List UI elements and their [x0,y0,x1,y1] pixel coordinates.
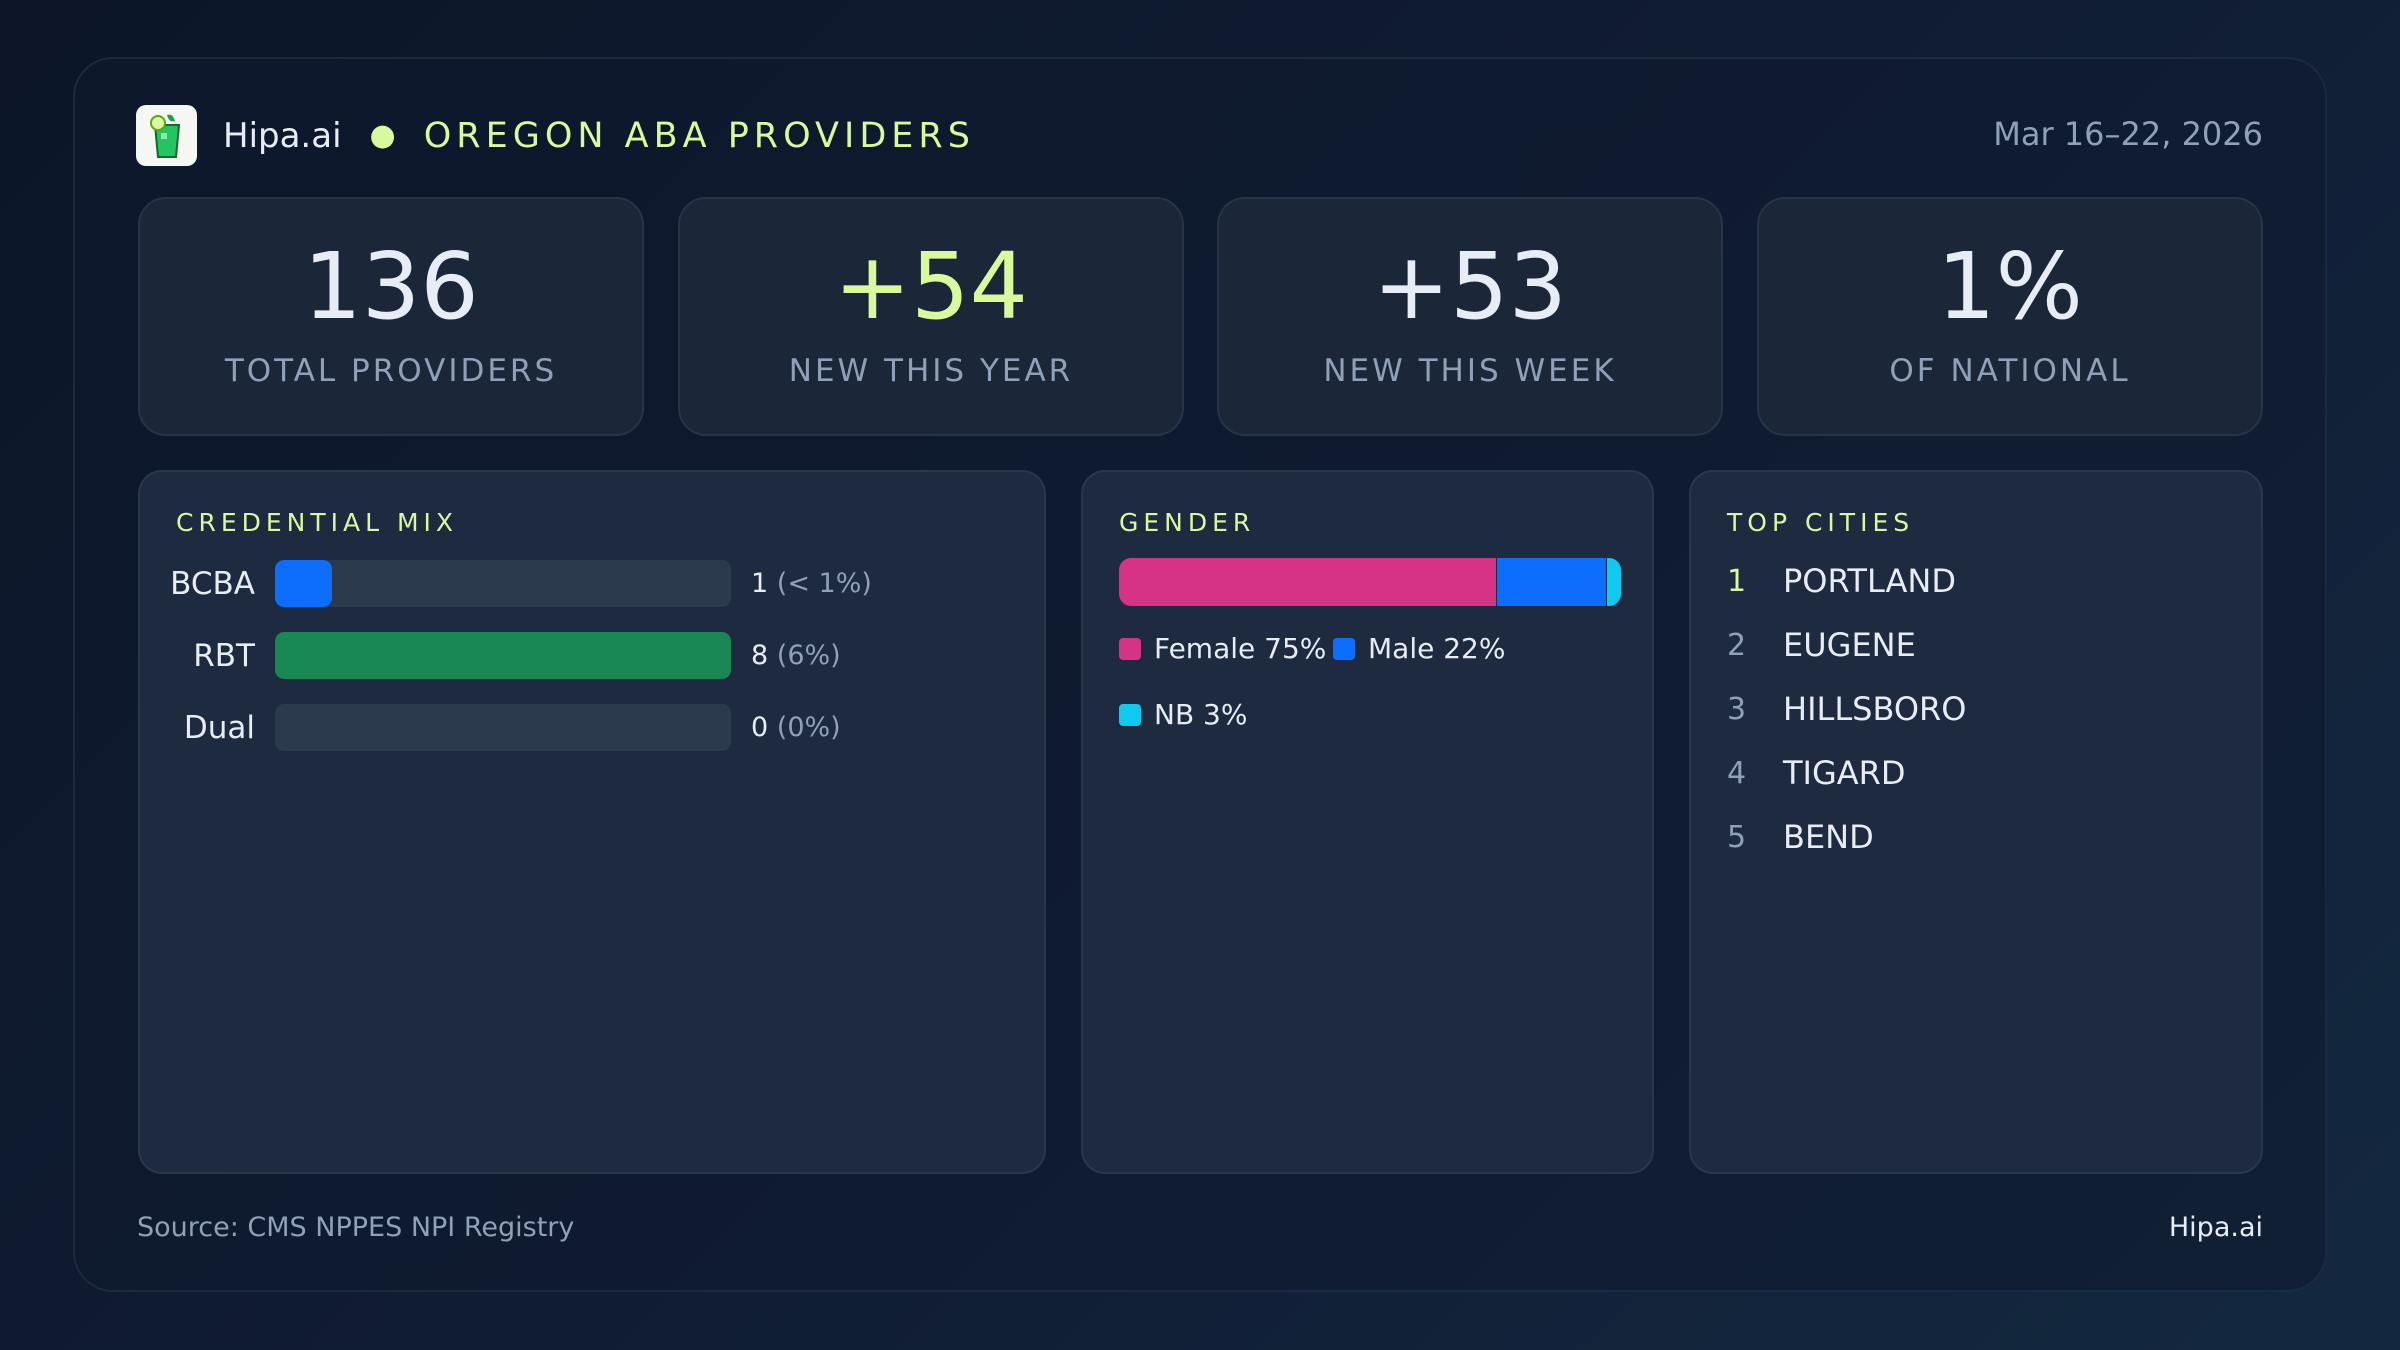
city-rank: 2 [1727,627,1747,663]
credential-value: 0 (0%) [751,712,841,743]
credential-row: BCBA 1 (< 1%) [140,560,872,607]
gender-segment [1119,558,1496,606]
credential-count: 0 [751,712,769,743]
page-title: OREGON ABA PROVIDERS [423,115,975,156]
date-range: Mar 16–22, 2026 [1993,115,2263,153]
kpi-value: 1% [1937,233,2083,340]
gender-segment [1495,558,1606,606]
credential-percent: (< 1%) [776,568,872,599]
source-note: Source: CMS NPPES NPI Registry [137,1212,575,1243]
kpi-total-providers: 136 TOTAL PROVIDERS [138,197,644,436]
legend-swatch [1119,703,1141,726]
credential-bar-fill [275,560,332,607]
credential-bar-track [275,632,731,679]
credential-row: Dual 0 (0%) [140,704,841,751]
credential-bar-track [275,704,731,751]
legend-label: NB 3% [1154,698,1248,731]
legend-label: Male 22% [1368,632,1506,665]
credential-value: 8 (6%) [751,640,841,671]
credential-bar-fill [275,632,731,679]
city-list-item: 3 HILLSBORO [1727,690,1966,728]
city-rank: 1 [1727,563,1747,599]
panel-title: GENDER [1119,508,1256,537]
kpi-label: OF NATIONAL [1889,353,2131,389]
gender-segment [1605,558,1621,606]
separator-dot: ● [369,118,396,153]
city-rank: 4 [1727,755,1747,791]
brand-name: Hipa.ai [223,115,342,156]
kpi-value: 136 [303,233,479,340]
gender-panel: GENDER Female 75% Male 22% NB 3% [1081,470,1654,1174]
legend-swatch [1119,637,1141,660]
kpi-value: +54 [833,233,1029,340]
credential-bar-track [275,560,731,607]
top-cities-panel: TOP CITIES 1 PORTLAND 2 EUGENE 3 HILLSBORO 4 TI… [1689,470,2263,1174]
city-name: PORTLAND [1783,562,1956,600]
kpi-of-national: 1% OF NATIONAL [1757,197,2263,436]
panel-title: CREDENTIAL MIX [176,508,459,537]
city-name: HILLSBORO [1783,690,1967,728]
credential-count: 1 [751,568,769,599]
kpi-label: TOTAL PROVIDERS [224,353,558,389]
city-name: EUGENE [1783,626,1916,664]
gender-legend-item: Female 75% [1119,632,1326,665]
gender-legend-item: Male 22% [1333,632,1505,665]
credential-percent: (0%) [776,712,841,743]
footer-brand: Hipa.ai [2168,1212,2263,1243]
kpi-label: NEW THIS YEAR [788,353,1074,389]
kpi-value: +53 [1372,233,1568,340]
city-list-item: 5 BEND [1727,818,1874,856]
credential-value: 1 (< 1%) [751,568,872,599]
credential-label: Dual [183,709,255,746]
kpi-new-this-week: +53 NEW THIS WEEK [1217,197,1723,436]
gender-stacked-bar [1119,558,1621,606]
legend-swatch [1333,637,1355,660]
city-rank: 3 [1727,691,1747,727]
city-rank: 5 [1727,819,1747,855]
city-name: BEND [1783,818,1874,856]
city-list-item: 2 EUGENE [1727,626,1916,664]
city-list-item: 4 TIGARD [1727,754,1906,792]
header: Hipa.ai ● OREGON ABA PROVIDERS [136,105,975,166]
credential-percent: (6%) [776,640,841,671]
credential-mix-panel: CREDENTIAL MIX BCBA 1 (< 1%) RBT 8 (6%) Dual… [138,470,1046,1174]
city-list-item: 1 PORTLAND [1727,562,1956,600]
gender-legend-item: NB 3% [1119,698,1247,731]
credential-label: RBT [193,637,255,674]
credential-row: RBT 8 (6%) [140,632,841,679]
credential-count: 8 [751,640,769,671]
kpi-label: NEW THIS WEEK [1323,353,1617,389]
panel-title: TOP CITIES [1727,508,1915,537]
credential-label: BCBA [170,565,255,602]
legend-label: Female 75% [1154,632,1327,665]
mojito-glass-icon [136,105,197,166]
kpi-new-this-year: +54 NEW THIS YEAR [678,197,1184,436]
city-name: TIGARD [1783,754,1906,792]
